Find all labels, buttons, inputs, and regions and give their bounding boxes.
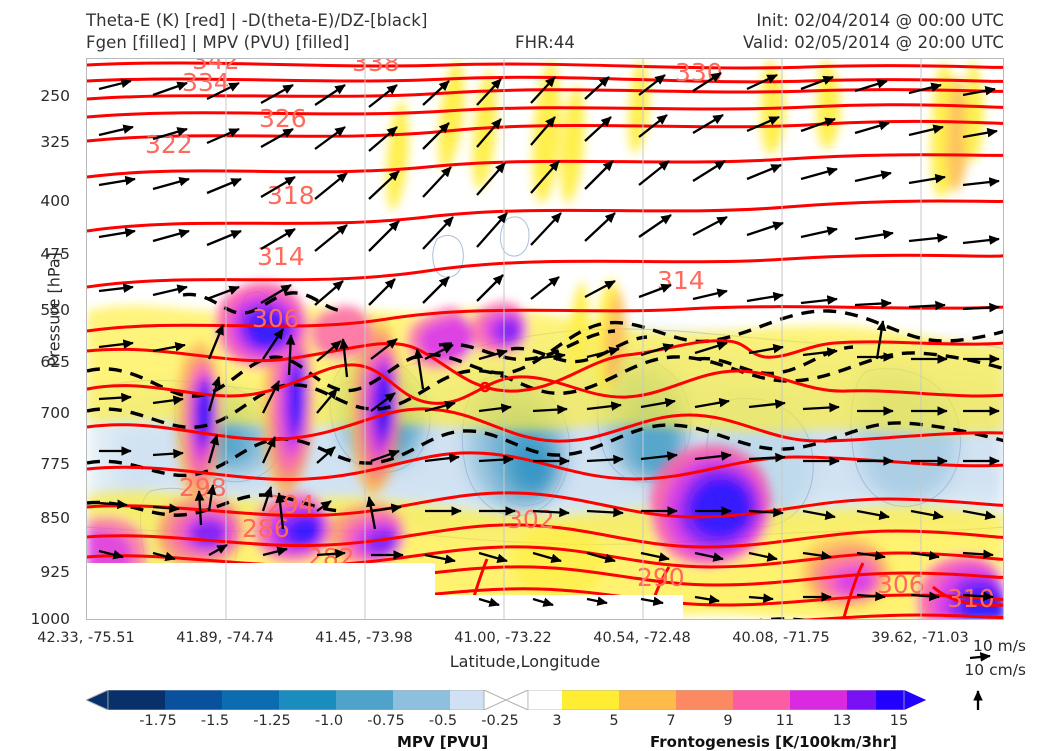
valid-time-label: Valid: 02/05/2014 @ 20:00 UTC bbox=[742, 33, 1004, 52]
x-axis-label: Latitude,Longitude bbox=[449, 652, 601, 671]
ytick-400: 400 bbox=[40, 192, 70, 210]
cross-section-canvas: 342 338 330 334 326 322 318 314 314 306 … bbox=[87, 59, 1003, 619]
header-line-2: Fgen [filled] | MPV (PVU) [filled] bbox=[86, 33, 350, 52]
xtick-4: 40.54, -72.48 bbox=[593, 630, 691, 646]
xtick-0: 42.33, -75.51 bbox=[37, 630, 135, 646]
thetae-closed-contour bbox=[479, 381, 491, 393]
frontogenesis-colorbar bbox=[504, 689, 926, 711]
fgen-tick-9: 9 bbox=[723, 713, 733, 729]
xtick-6: 39.62, -71.03 bbox=[871, 630, 969, 646]
wind-key-vertical-arrow bbox=[973, 690, 983, 710]
svg-text:342: 342 bbox=[192, 59, 240, 75]
ytick-550: 550 bbox=[40, 301, 70, 319]
fgen-tick-3: 3 bbox=[552, 713, 562, 729]
ytick-475: 475 bbox=[40, 245, 70, 263]
fgen-colorbar-swatches bbox=[504, 689, 926, 711]
mpv-tick--0.25: -0.25 bbox=[481, 713, 519, 729]
svg-text:318: 318 bbox=[267, 181, 315, 210]
svg-text:330: 330 bbox=[675, 59, 723, 87]
ytick-700: 700 bbox=[40, 404, 70, 422]
ytick-625: 625 bbox=[40, 353, 70, 371]
mpv-tick--1.25: -1.25 bbox=[253, 713, 291, 729]
mpv-tick--1.5: -1.5 bbox=[200, 713, 230, 729]
ytick-850: 850 bbox=[40, 509, 70, 527]
xtick-2: 41.45, -73.98 bbox=[315, 630, 413, 646]
mpv-colorbar-swatches bbox=[84, 689, 508, 711]
y-axis-label: Pressure [hPa] bbox=[44, 252, 64, 367]
svg-text:338: 338 bbox=[352, 59, 400, 77]
fgen-tick-15: 15 bbox=[889, 713, 909, 729]
fgen-tick-5: 5 bbox=[609, 713, 619, 729]
ytick-325: 325 bbox=[40, 133, 70, 151]
mpv-colorbar bbox=[84, 689, 508, 711]
svg-text:302: 302 bbox=[507, 505, 555, 534]
svg-text:298: 298 bbox=[179, 473, 227, 502]
svg-text:326: 326 bbox=[259, 104, 307, 133]
wind-key-horizontal-label: 10 m/s bbox=[972, 637, 1026, 655]
svg-text:294: 294 bbox=[267, 490, 315, 519]
xtick-5: 40.08, -71.75 bbox=[732, 630, 830, 646]
svg-text:306: 306 bbox=[252, 304, 300, 333]
svg-text:290: 290 bbox=[637, 563, 685, 592]
cross-section-plot-area: 342 338 330 334 326 322 318 314 314 306 … bbox=[86, 58, 1004, 620]
ytick-1000: 1000 bbox=[30, 610, 70, 628]
fgen-tick-7: 7 bbox=[666, 713, 676, 729]
xtick-3: 41.00, -73.22 bbox=[454, 630, 552, 646]
mpv-tick--0.75: -0.75 bbox=[367, 713, 405, 729]
mpv-tick--1.0: -1.0 bbox=[314, 713, 344, 729]
fgen-colorbar-title: Frontogenesis [K/100km/3hr] bbox=[650, 733, 897, 751]
ytick-925: 925 bbox=[40, 563, 70, 581]
ytick-775: 775 bbox=[40, 455, 70, 473]
wind-key-vertical-label: 10 cm/s bbox=[964, 661, 1026, 679]
init-time-label: Init: 02/04/2014 @ 00:00 UTC bbox=[756, 11, 1004, 30]
svg-text:334: 334 bbox=[182, 68, 230, 97]
svg-text:314: 314 bbox=[657, 266, 705, 295]
header-line-1: Theta-E (K) [red] | -D(theta-E)/DZ-[blac… bbox=[86, 11, 428, 30]
wind-vector-field bbox=[98, 72, 1000, 607]
mpv-tick--1.75: -1.75 bbox=[139, 713, 177, 729]
wind-key-horizontal-arrow bbox=[969, 652, 991, 662]
fgen-tick-13: 13 bbox=[832, 713, 852, 729]
mpv-tick--0.5: -0.5 bbox=[428, 713, 458, 729]
ytick-250: 250 bbox=[40, 87, 70, 105]
xtick-1: 41.89, -74.74 bbox=[176, 630, 274, 646]
svg-text:310: 310 bbox=[947, 584, 995, 613]
fgen-tick-11: 11 bbox=[775, 713, 795, 729]
forecast-hour-label: FHR:44 bbox=[515, 33, 576, 52]
mpv-colorbar-title: MPV [PVU] bbox=[397, 733, 489, 751]
